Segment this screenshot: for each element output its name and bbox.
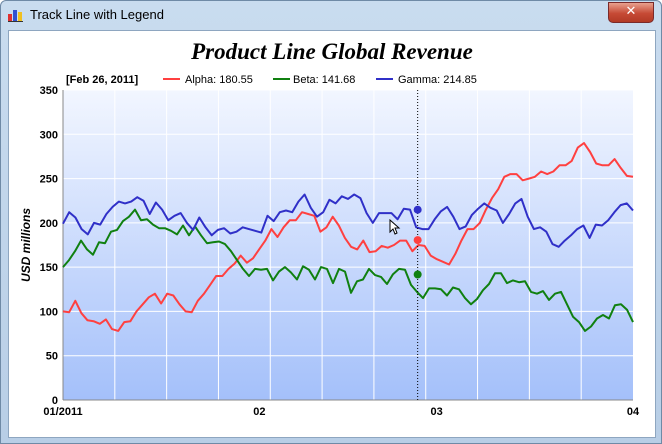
- y-tick-label: 200: [40, 218, 58, 230]
- track-points: [413, 205, 422, 279]
- legend-beta: Beta: 141.68: [293, 74, 355, 86]
- legend-gamma: Gamma: 214.85: [398, 74, 477, 86]
- app-icon: [8, 10, 23, 22]
- y-tick-label: 100: [40, 306, 58, 318]
- close-icon: ✕: [625, 4, 637, 19]
- title-bar[interactable]: Track Line with Legend ✕: [1, 1, 661, 29]
- y-tick-label: 50: [46, 351, 58, 363]
- legend-alpha: Alpha: 180.55: [185, 74, 253, 86]
- x-tick-label: 03: [431, 406, 443, 418]
- track-point-alpha: [413, 236, 422, 245]
- x-tick-label: 04: [627, 406, 640, 418]
- track-point-beta: [413, 270, 422, 279]
- x-tick-label: 01/2011: [43, 406, 82, 418]
- series-lines: [62, 142, 634, 332]
- y-axis-label: USD millions: [19, 208, 33, 282]
- close-button[interactable]: ✕: [608, 2, 654, 23]
- chart-viewer[interactable]: Product Line Global Revenue 0 50 100 150 200…: [8, 30, 656, 438]
- series-line-gamma: [62, 193, 634, 248]
- mouse-cursor-icon: [389, 218, 401, 235]
- chart[interactable]: Product Line Global Revenue 0 50 100 150 200…: [9, 31, 655, 437]
- series-line-alpha: [62, 142, 634, 332]
- grid: [63, 89, 633, 401]
- y-tick-label: 150: [40, 262, 58, 274]
- y-axis: 0 50 100 150 200 250 300 350: [40, 85, 64, 407]
- legend-date: [Feb 26, 2011]: [66, 74, 138, 86]
- plot-area: [63, 90, 633, 400]
- y-tick-label: 300: [40, 129, 58, 141]
- y-tick-label: 0: [52, 395, 58, 407]
- chart-title: Product Line Global Revenue: [190, 39, 473, 64]
- series-line-beta: [62, 208, 634, 332]
- legend: [Feb 26, 2011] Alpha: 180.55 Beta: 141.6…: [66, 74, 477, 86]
- y-tick-label: 250: [40, 174, 58, 186]
- track-point-gamma: [413, 205, 422, 214]
- x-tick-label: 02: [253, 406, 265, 418]
- x-axis: 01/2011 02 03 04: [43, 399, 640, 418]
- window-title: Track Line with Legend: [30, 7, 164, 22]
- y-tick-label: 350: [40, 85, 58, 97]
